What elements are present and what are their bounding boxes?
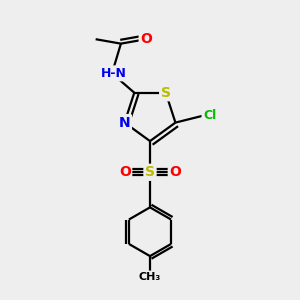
Text: CH₃: CH₃ <box>139 272 161 282</box>
Text: S: S <box>161 86 171 100</box>
Text: N: N <box>119 116 130 130</box>
Text: H-N: H-N <box>100 67 126 80</box>
Text: Cl: Cl <box>203 109 216 122</box>
Text: O: O <box>119 165 131 179</box>
Text: O: O <box>140 32 152 46</box>
Text: S: S <box>145 165 155 179</box>
Text: O: O <box>169 165 181 179</box>
